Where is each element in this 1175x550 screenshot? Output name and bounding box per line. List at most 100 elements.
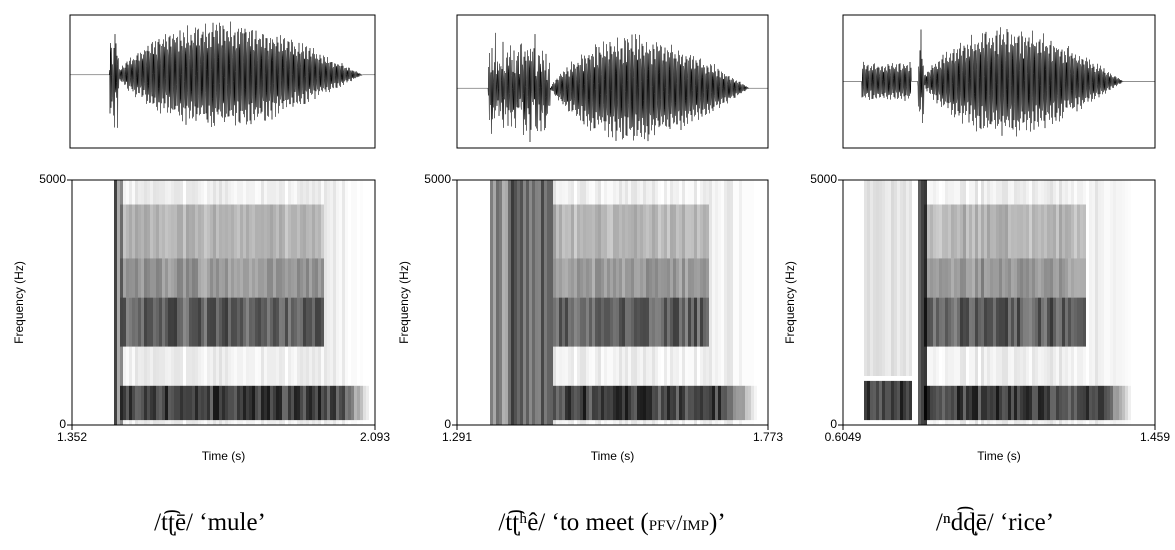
spectrogram-cell	[754, 385, 757, 421]
spectrogram-cell	[117, 180, 120, 425]
spectrogram-cell	[180, 385, 183, 421]
spectrogram-cell	[297, 385, 300, 421]
spectrogram-cell	[1080, 385, 1083, 421]
spectrogram-cell	[577, 204, 580, 259]
spectrogram-cell	[240, 297, 243, 347]
spectrogram-cell	[306, 385, 309, 421]
spectrogram-cell	[1068, 204, 1071, 259]
spectrogram-cell	[273, 385, 276, 421]
spectrogram-cell	[625, 297, 628, 347]
spectrogram-cell	[1044, 385, 1047, 421]
spectrogram-cell	[538, 180, 541, 425]
spectrogram-cell	[321, 297, 324, 347]
spectrogram-cell	[285, 258, 288, 298]
spectrogram-cell	[556, 258, 559, 298]
spectrogram-cell	[664, 258, 667, 298]
spectrogram-cell	[592, 258, 595, 298]
spectrogram-cell	[568, 204, 571, 259]
spectrogram-cell	[228, 297, 231, 347]
spectrogram-cell	[270, 385, 273, 421]
spectrogram-cell	[186, 297, 189, 347]
spectrogram-cell	[258, 297, 261, 347]
spectrogram-cell	[987, 385, 990, 421]
spectrogram-cell	[132, 385, 135, 421]
spectrogram-cell	[709, 385, 712, 421]
spectrogram-cell	[198, 204, 201, 259]
spectrogram-cell	[1020, 204, 1023, 259]
spectrogram-cell	[999, 385, 1002, 421]
spectrogram-cell	[532, 180, 535, 425]
spectrogram-cell	[601, 258, 604, 298]
spectrogram-cell	[282, 385, 285, 421]
spectrogram-cell	[1107, 385, 1110, 421]
spectrogram-cell	[969, 204, 972, 259]
spectrogram-cell	[1116, 180, 1119, 425]
spectrogram-cell	[273, 258, 276, 298]
spectrogram-cell	[547, 180, 550, 425]
caption-part: /t͡ʈ̩ē/ ‘mule’	[154, 509, 266, 536]
spectrogram-cell	[147, 385, 150, 421]
spectrogram-cell	[565, 297, 568, 347]
spectrogram-cell	[616, 258, 619, 298]
spectrogram-cell	[264, 385, 267, 421]
spectrogram-cell	[180, 258, 183, 298]
spectrogram-cell	[345, 385, 348, 421]
y-tick-label: 5000	[39, 172, 66, 186]
spectrogram-cell	[870, 380, 873, 421]
x-tick-label: 0.6049	[825, 430, 862, 444]
spectrogram-cell	[900, 180, 903, 376]
spectrogram-cell	[1068, 258, 1071, 298]
spectrogram-cell	[144, 297, 147, 347]
spectrogram-cell	[700, 385, 703, 421]
spectrogram-cell	[957, 204, 960, 259]
spectrogram-cell	[556, 204, 559, 259]
spectrogram-cell	[664, 297, 667, 347]
spectrogram-cell	[1092, 385, 1095, 421]
spectrogram-cell	[1005, 385, 1008, 421]
spectrogram-cell	[634, 258, 637, 298]
spectrogram-cell	[577, 385, 580, 421]
spectrogram-cell	[1032, 258, 1035, 298]
spectrogram-cell	[1122, 385, 1125, 421]
spectrogram-cell	[945, 385, 948, 421]
spectrogram-cell	[933, 180, 936, 425]
spectrogram-cell	[906, 380, 909, 421]
spectrogram-cell	[652, 385, 655, 421]
spectrogram-cell	[553, 258, 556, 298]
spectrogram-cell	[255, 204, 258, 259]
spectrogram-cell	[168, 297, 171, 347]
spectrogram-cell	[637, 204, 640, 259]
spectrogram-cell	[882, 380, 885, 421]
spectrogram-cell	[978, 204, 981, 259]
spectrogram-cell	[126, 258, 129, 298]
spectrogram-cell	[987, 204, 990, 259]
spectrogram-cell	[159, 204, 162, 259]
spectrogram-cell	[670, 258, 673, 298]
spectrogram-cell	[1038, 258, 1041, 298]
spectrogram-cell	[682, 258, 685, 298]
spectrogram-cell	[879, 180, 882, 376]
spectrogram-cell	[673, 385, 676, 421]
spectrogram-cell	[1059, 204, 1062, 259]
spectrogram-cell	[670, 385, 673, 421]
spectrogram-cell	[703, 297, 706, 347]
spectrogram-cell	[867, 180, 870, 376]
spectrogram-cell	[694, 258, 697, 298]
spectrogram-cell	[691, 204, 694, 259]
spectrogram-cell	[891, 180, 894, 376]
spectrogram-cell	[667, 385, 670, 421]
spectrogram-cell	[129, 297, 132, 347]
spectrogram-cell	[897, 380, 900, 421]
spectrogram-cell	[279, 180, 282, 425]
spectrogram-cell	[718, 385, 721, 421]
spectrogram-cell	[306, 204, 309, 259]
spectrogram-cell	[303, 297, 306, 347]
spectrogram-cell	[321, 258, 324, 298]
spectrogram-cell	[162, 297, 165, 347]
spectrogram-cell	[183, 258, 186, 298]
spectrogram-cell	[679, 204, 682, 259]
spectrogram-cell	[294, 385, 297, 421]
spectrogram-cell	[897, 180, 900, 376]
spectrogram-cell	[529, 180, 532, 425]
